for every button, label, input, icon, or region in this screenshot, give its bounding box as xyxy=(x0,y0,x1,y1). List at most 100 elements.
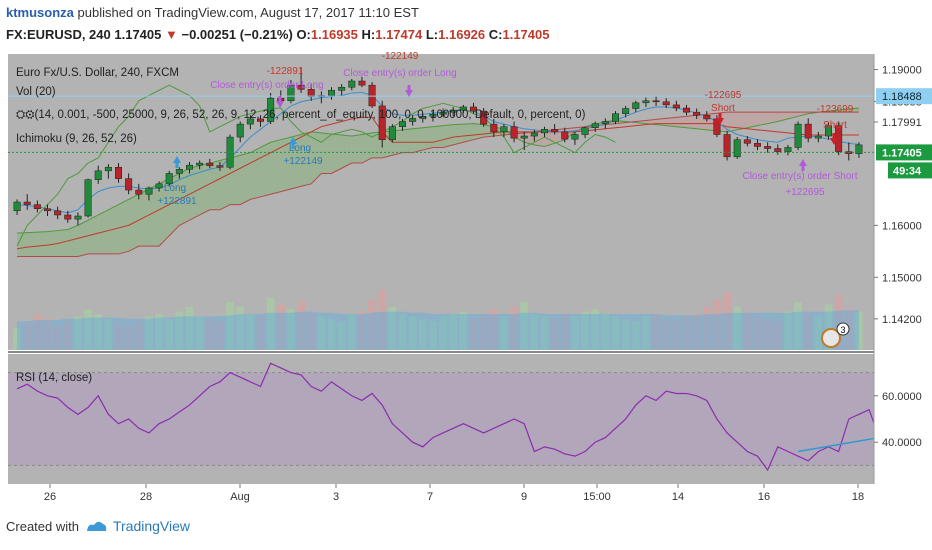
volume-bar xyxy=(33,314,42,350)
candle xyxy=(764,142,772,153)
cloud-segment xyxy=(301,131,312,187)
candle xyxy=(257,115,264,127)
candle xyxy=(409,115,417,126)
volume-bar xyxy=(63,321,72,350)
cloud-segment xyxy=(321,132,332,174)
cloud-segment xyxy=(77,220,89,257)
candle xyxy=(358,76,366,88)
volume-bar xyxy=(185,306,194,350)
candle xyxy=(368,82,376,109)
cloud-segment xyxy=(676,116,687,128)
volume-bar xyxy=(733,306,742,350)
volume-bar xyxy=(479,314,488,350)
high-value: 1.17474 xyxy=(375,27,423,42)
axes: 1.190001.183881.179911.160001.150001.142… xyxy=(0,54,932,506)
volume-bar xyxy=(449,314,458,350)
candle xyxy=(226,134,234,170)
volume-bar xyxy=(216,321,224,350)
candle-body xyxy=(754,143,761,147)
rsi-pane[interactable] xyxy=(8,354,874,484)
chart-area[interactable]: -122891 Close entry(s) order Long Close en… xyxy=(0,46,932,516)
time-tick-label: 16 xyxy=(758,491,770,503)
candle xyxy=(530,129,538,142)
volume-bar xyxy=(550,318,559,350)
volume-bar xyxy=(246,314,255,350)
candle xyxy=(236,121,244,143)
candle-body xyxy=(115,166,122,179)
candle-body xyxy=(551,129,559,133)
candle-body xyxy=(764,146,772,149)
cloud-segment xyxy=(737,112,748,130)
volume-bar xyxy=(855,311,863,350)
rsi-tick-label: 40.0000 xyxy=(882,437,922,449)
arrow-stem xyxy=(291,144,295,149)
volume-bar xyxy=(145,316,153,350)
candle xyxy=(439,108,447,118)
candle-body xyxy=(490,123,498,133)
candle-body xyxy=(530,132,538,137)
candle xyxy=(196,160,204,170)
candle-body xyxy=(368,84,376,107)
candle-body xyxy=(378,105,386,140)
candle-body xyxy=(632,102,640,109)
price-change: −0.00251 (−0.21%) xyxy=(181,27,293,42)
last-price: 1.17405 xyxy=(114,27,162,42)
volume-bar xyxy=(226,302,234,350)
candle-body xyxy=(693,111,701,116)
candle-body xyxy=(794,123,802,148)
price-tick-label: 1.17991 xyxy=(882,117,922,129)
trade-annotation: Close entry(s) order Long xyxy=(343,68,456,79)
cloud-segment xyxy=(645,119,657,125)
price-tick-label: 1.15000 xyxy=(882,272,922,284)
candle xyxy=(814,131,822,143)
candle-body xyxy=(206,162,214,166)
volume-bar xyxy=(489,309,498,350)
candle-body xyxy=(480,110,488,125)
candle-body xyxy=(196,162,204,166)
cloud-segment xyxy=(189,165,200,221)
candle xyxy=(297,66,305,93)
event-count-label: 3 xyxy=(840,325,845,335)
rsi-tick-label: 60.0000 xyxy=(882,391,922,403)
candle-body xyxy=(500,126,508,133)
volume-bar xyxy=(287,309,295,350)
cloud-segment xyxy=(260,142,271,197)
candle xyxy=(601,118,609,129)
lagging-span-line xyxy=(16,84,616,247)
close-label: C: xyxy=(488,27,503,42)
candle-body xyxy=(561,131,569,140)
candle xyxy=(490,118,498,138)
author-link[interactable]: ktmusonza xyxy=(6,5,74,20)
time-tick-label: Aug xyxy=(230,491,250,503)
candle xyxy=(267,92,275,125)
volume-bar xyxy=(43,318,52,350)
candle xyxy=(64,210,72,223)
volume-bar xyxy=(621,318,630,350)
rsi-series xyxy=(8,362,900,472)
candle-body xyxy=(338,86,346,91)
volume-bar xyxy=(165,318,174,350)
cloud-segment xyxy=(209,160,220,210)
volume-bar xyxy=(520,302,529,350)
down-arrow-icon xyxy=(276,101,284,108)
candle-body xyxy=(13,201,21,212)
volume-bar xyxy=(500,316,508,350)
volume-bar xyxy=(692,314,701,350)
tradingview-logo-icon[interactable] xyxy=(85,519,107,533)
cloud-segment xyxy=(270,139,281,195)
down-arrow-icon xyxy=(405,90,413,97)
cloud-segment xyxy=(402,128,413,153)
rsi-trendline xyxy=(797,436,880,453)
candle xyxy=(632,100,640,113)
volume-bar xyxy=(713,299,721,350)
candle-body xyxy=(804,123,812,139)
volume-bar xyxy=(784,311,792,350)
cloud-segment xyxy=(311,131,322,184)
cloud-segment xyxy=(787,112,799,119)
tradingview-brand-link[interactable]: TradingView xyxy=(112,518,191,534)
candle xyxy=(135,183,143,200)
cloud-segment xyxy=(463,123,474,143)
time-tick-label: 14 xyxy=(672,491,684,503)
price-tick-label: 1.19000 xyxy=(882,65,922,77)
candle-body xyxy=(429,113,437,117)
